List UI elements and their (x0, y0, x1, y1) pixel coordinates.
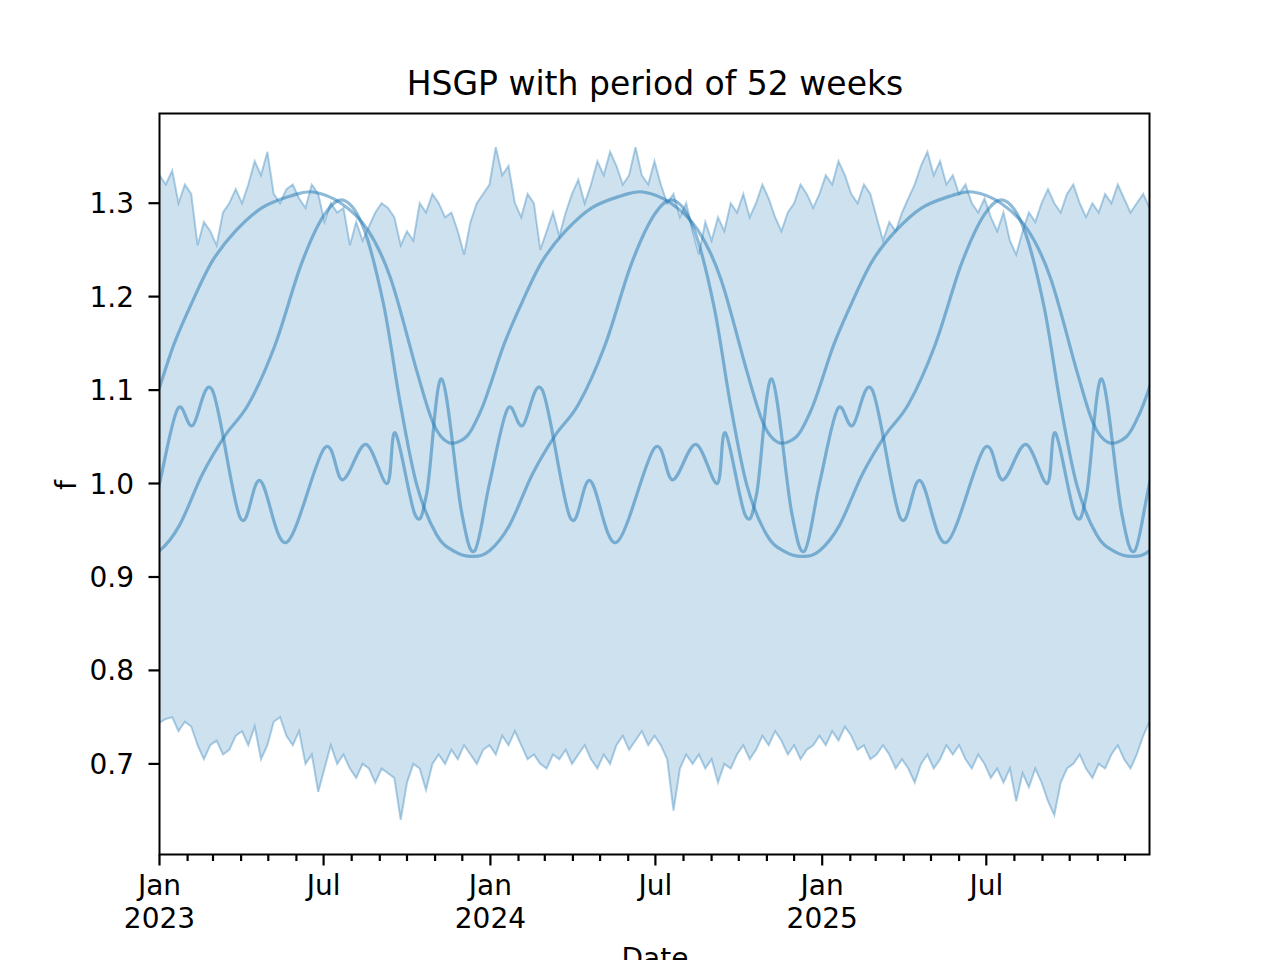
x-tick-label: Jan (136, 869, 181, 902)
plot-area (0, 147, 1280, 820)
x-tick-label: Jan (799, 869, 844, 902)
x-tick-label: Jul (637, 869, 673, 902)
y-tick-label: 1.3 (89, 187, 134, 220)
x-tick-year-label: 2024 (455, 902, 526, 935)
y-tick-label: 0.7 (89, 748, 134, 781)
matplotlib-figure: Jan2023JulJan2024JulJan2025Jul0.70.80.91… (0, 0, 1280, 960)
y-tick-label: 1.2 (89, 281, 134, 314)
y-tick-label: 0.9 (89, 561, 134, 594)
y-tick-label: 1.1 (89, 374, 134, 407)
chart-title: HSGP with period of 52 weeks (160, 66, 1150, 102)
y-tick-label: 1.0 (89, 468, 134, 501)
y-tick-label: 0.8 (89, 654, 134, 687)
x-axis-label: Date (160, 944, 1150, 960)
x-tick-year-label: 2025 (787, 902, 858, 935)
x-tick-label: Jan (467, 869, 512, 902)
x-tick-year-label: 2023 (124, 902, 195, 935)
y-axis-label: f (50, 480, 83, 490)
chart-canvas: Jan2023JulJan2024JulJan2025Jul0.70.80.91… (0, 0, 1280, 960)
x-tick-label: Jul (305, 869, 341, 902)
x-tick-label: Jul (967, 869, 1003, 902)
